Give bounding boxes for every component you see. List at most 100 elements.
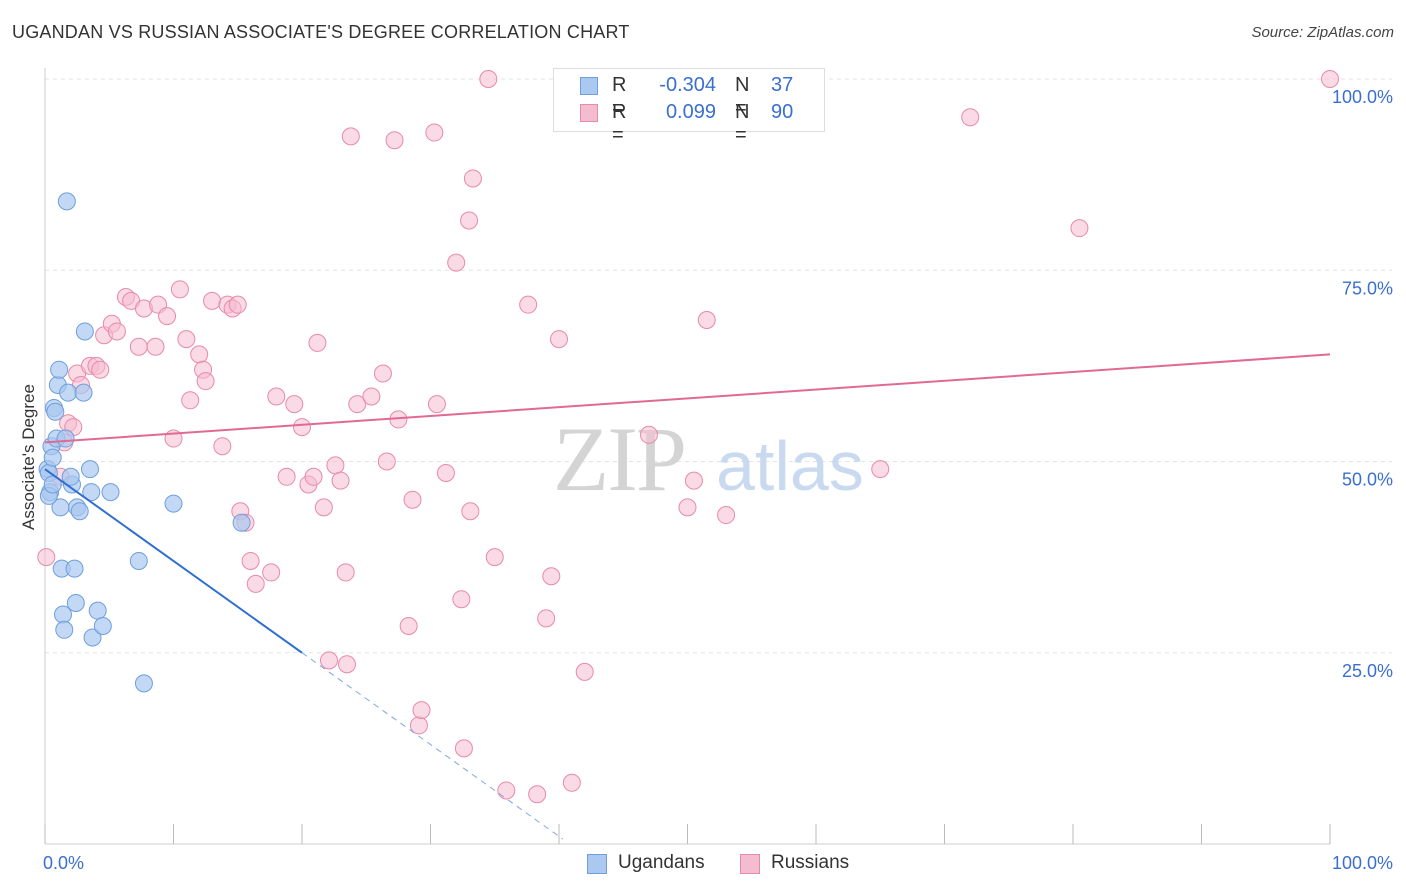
russian-point xyxy=(447,253,466,272)
ugandan-point xyxy=(70,502,89,521)
russian-point xyxy=(196,372,215,391)
legend-label: Ugandans xyxy=(618,852,705,873)
y-tick-label: 25.0% xyxy=(1342,661,1393,681)
russian-point xyxy=(241,551,260,570)
russian-point xyxy=(537,609,556,628)
watermark-zip: ZIP xyxy=(553,408,685,510)
ugandan-point xyxy=(164,494,183,513)
russian-point xyxy=(129,337,148,356)
russian-point xyxy=(463,169,482,188)
russian-point xyxy=(399,616,418,635)
ugandan-point xyxy=(55,620,74,639)
r-label: R = xyxy=(612,74,627,119)
y-tick-label: 50.0% xyxy=(1342,470,1393,490)
n-value: 37 xyxy=(771,74,794,96)
russian-point xyxy=(37,548,56,567)
ugandans-points xyxy=(38,192,251,693)
russian-point xyxy=(1321,70,1339,88)
ugandan-point xyxy=(82,483,101,502)
russian-point xyxy=(146,337,165,356)
ugandan-point xyxy=(101,483,120,502)
ugandan-point xyxy=(93,616,112,635)
russian-point xyxy=(479,70,498,88)
legend-label: Russians xyxy=(771,852,850,873)
ugandans-swatch xyxy=(580,77,598,95)
russian-point xyxy=(267,387,286,406)
russian-point xyxy=(452,590,471,609)
x-tick-label: 100.0% xyxy=(1332,853,1393,873)
tick-labels: 25.0% 50.0% 75.0% 100.0% 0.0% 100.0% Associate… xyxy=(19,87,1393,873)
russian-point xyxy=(107,322,126,341)
russian-point xyxy=(425,123,444,142)
russians-swatch xyxy=(580,104,598,122)
r-label: R = xyxy=(612,101,627,146)
watermark-atlas: atlas xyxy=(716,427,864,505)
ugandan-point xyxy=(129,551,148,570)
russian-point xyxy=(377,452,396,471)
y-tick-label: 75.0% xyxy=(1342,278,1393,298)
russian-point xyxy=(454,739,473,758)
russian-point xyxy=(341,127,360,146)
russian-point xyxy=(436,463,455,482)
russian-point xyxy=(871,460,890,479)
russian-point xyxy=(528,785,547,804)
russian-point xyxy=(427,395,446,414)
ugandan-point xyxy=(80,460,99,479)
russian-point xyxy=(961,108,980,127)
stats-box: R = -0.304 N = 37 R = 0.099 N = 90 xyxy=(553,68,825,146)
russian-point xyxy=(170,280,189,299)
russian-point xyxy=(203,291,222,310)
ugandan-point xyxy=(66,594,85,613)
ugandan-point xyxy=(57,192,76,211)
n-value: 90 xyxy=(771,101,794,123)
ugandan-point xyxy=(50,360,69,379)
russian-point xyxy=(348,395,367,414)
ugandan-point xyxy=(74,383,93,402)
russians-points xyxy=(37,70,1339,804)
ugandan-point xyxy=(59,383,78,402)
russian-point xyxy=(293,418,311,437)
ugandans-trend-line xyxy=(44,468,303,654)
ugandan-point xyxy=(88,601,107,620)
russian-point xyxy=(519,295,538,314)
russian-point xyxy=(228,295,247,314)
russian-point xyxy=(639,425,658,444)
russian-point xyxy=(314,498,333,517)
ugandan-point xyxy=(65,559,84,578)
russian-point xyxy=(461,502,480,521)
russian-point xyxy=(213,437,232,456)
russian-point xyxy=(575,662,594,681)
r-value: 0.099 xyxy=(665,101,716,123)
russian-point xyxy=(373,364,392,383)
y-tick-label: 100.0% xyxy=(1332,87,1393,107)
russian-point xyxy=(304,467,323,486)
russian-point xyxy=(717,506,736,525)
y-axis-label: Associate's Degree xyxy=(19,384,38,530)
russian-point xyxy=(678,498,697,517)
chart-title: UGANDAN VS RUSSIAN ASSOCIATE'S DEGREE CO… xyxy=(12,22,630,42)
russian-point xyxy=(412,701,431,720)
trend-lines xyxy=(44,353,1331,840)
russian-point xyxy=(485,548,504,567)
russian-point xyxy=(319,651,338,670)
russians-legend-swatch xyxy=(740,854,760,874)
russian-point xyxy=(385,131,404,150)
russian-point xyxy=(684,471,703,490)
russian-point xyxy=(262,563,281,582)
russian-point xyxy=(181,391,200,410)
r-value: -0.304 xyxy=(659,74,716,96)
russian-point xyxy=(409,716,428,735)
russian-point xyxy=(1070,219,1089,238)
ugandan-point xyxy=(232,513,251,532)
russian-point xyxy=(550,330,568,349)
n-label: N = xyxy=(735,74,750,119)
russian-point xyxy=(362,387,381,406)
russian-point xyxy=(190,345,209,364)
ugandans-legend-swatch xyxy=(587,854,607,874)
russian-point xyxy=(337,655,356,674)
ugandan-point xyxy=(56,429,75,448)
russian-point xyxy=(277,467,296,486)
russian-point xyxy=(177,330,196,349)
russian-point xyxy=(326,456,345,475)
russian-point xyxy=(460,211,479,230)
